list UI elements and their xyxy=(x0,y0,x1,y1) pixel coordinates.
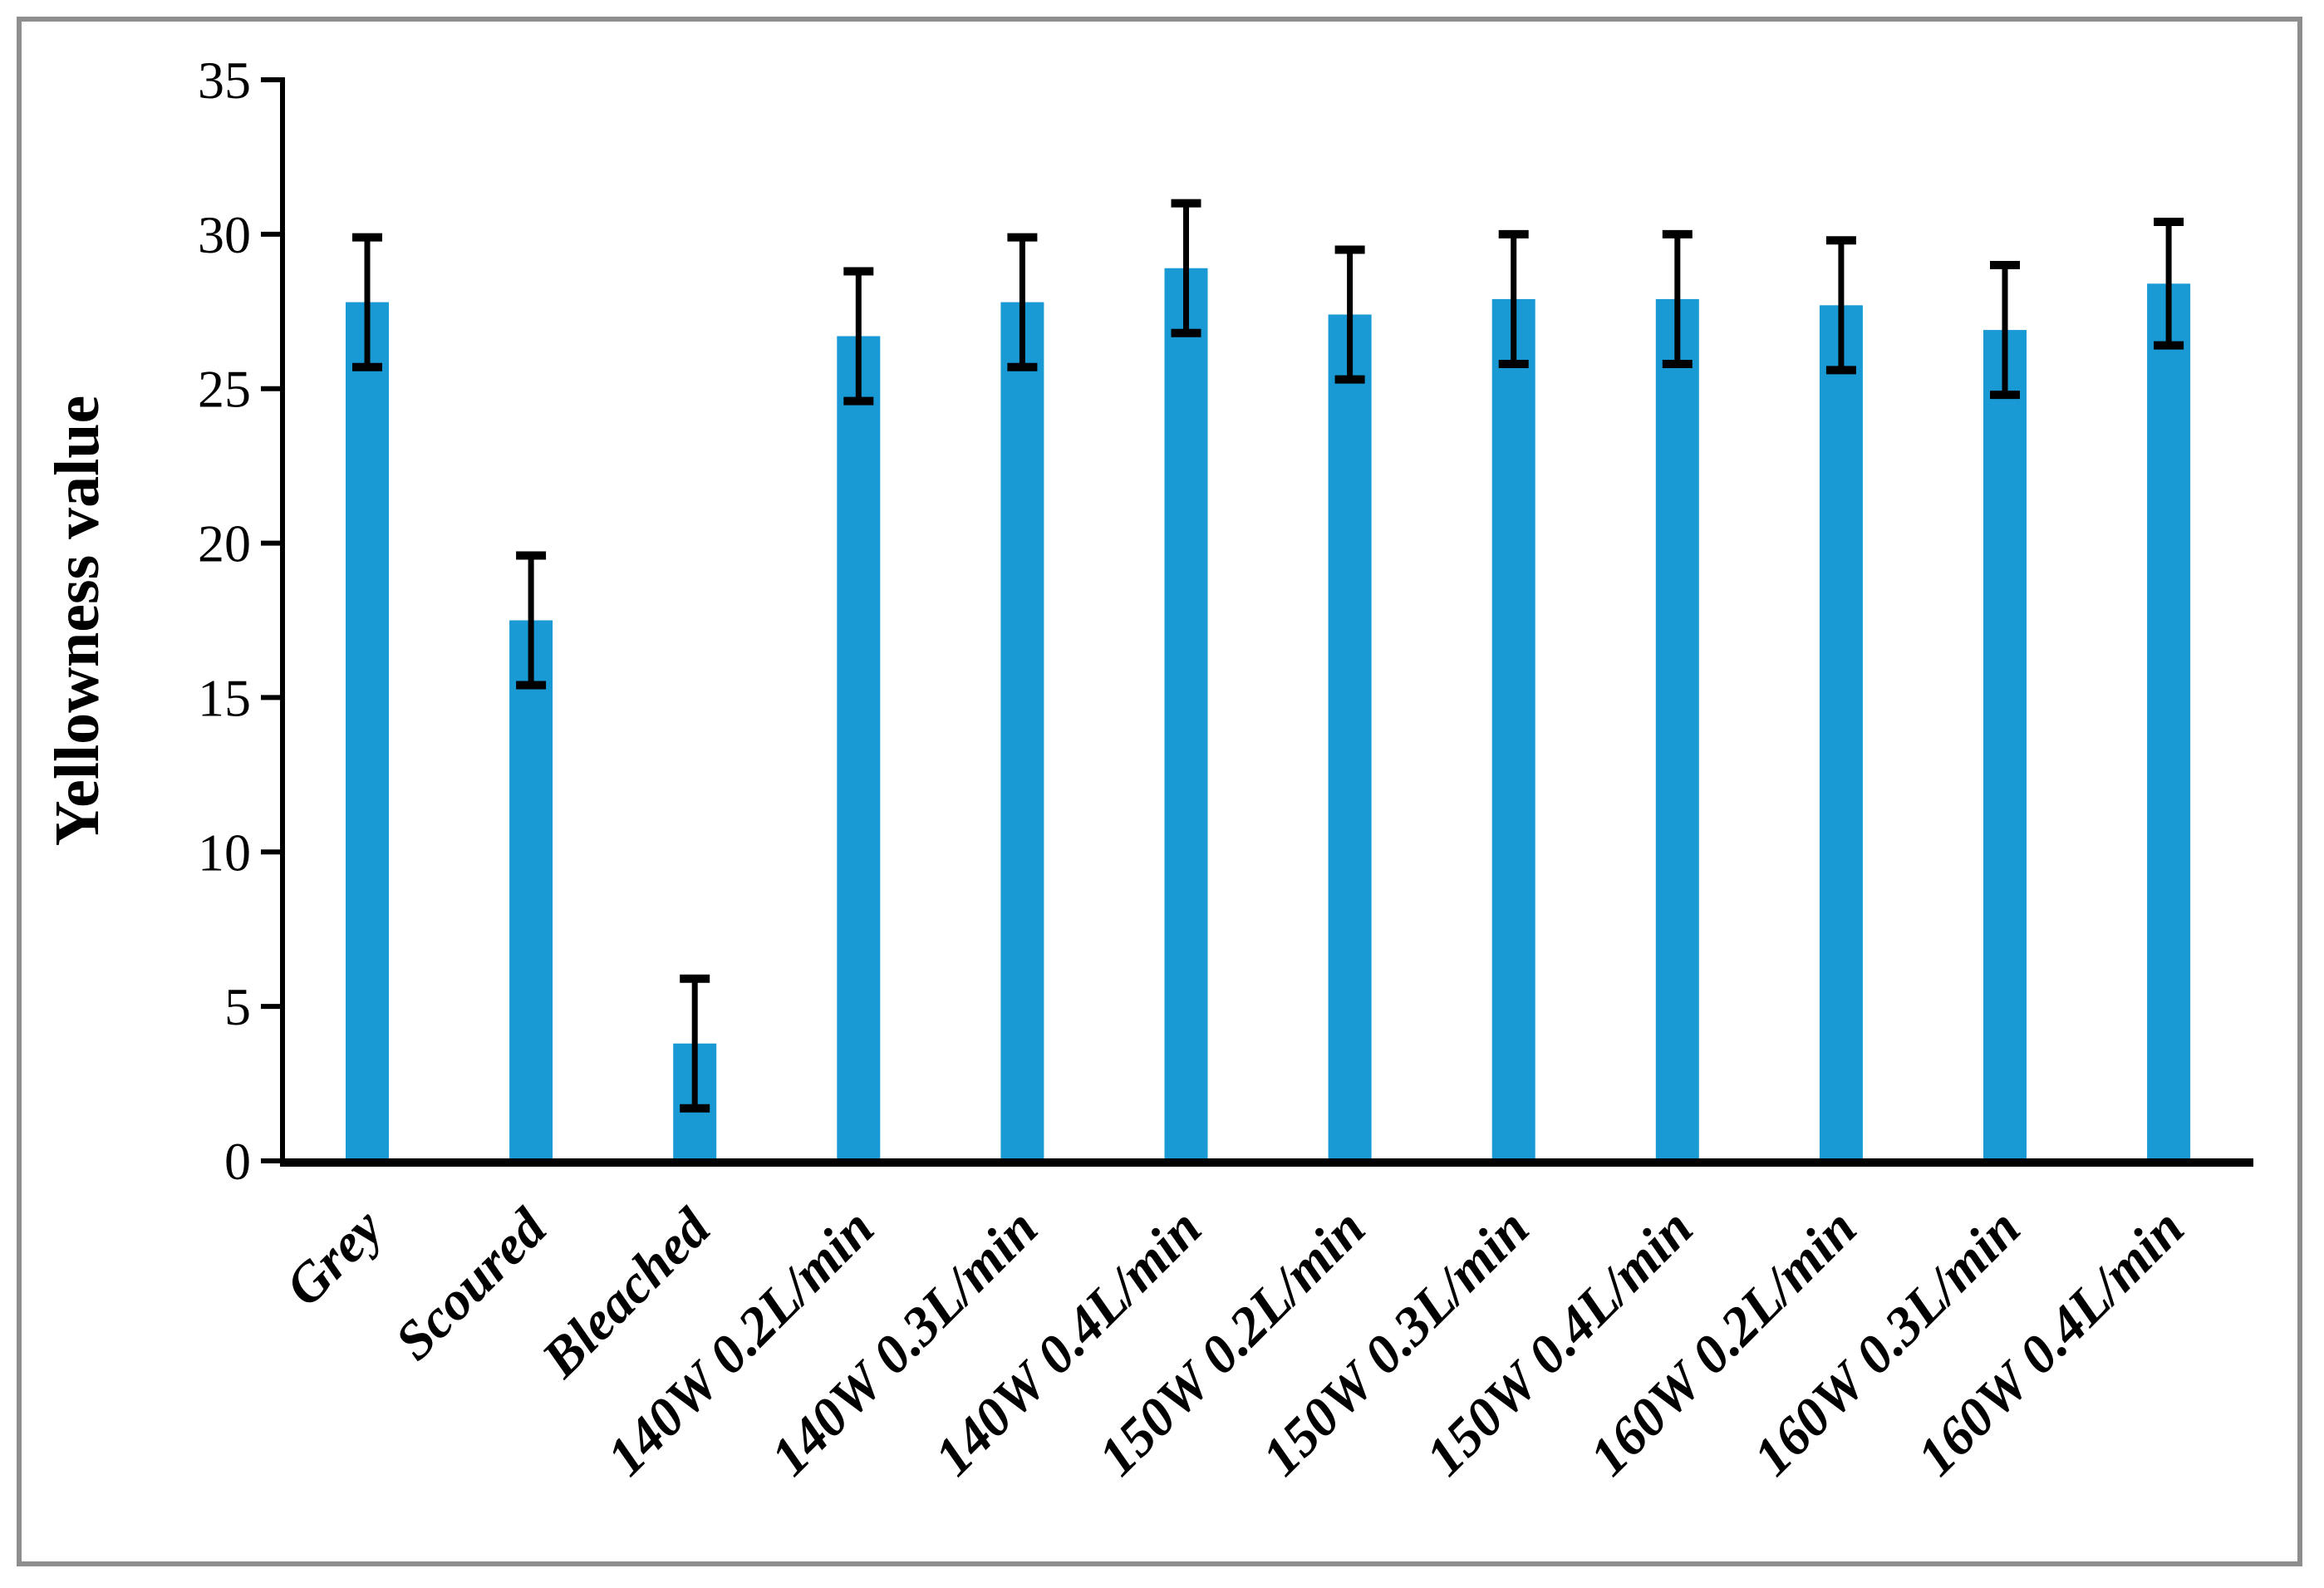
bar xyxy=(1819,305,1863,1161)
error-bar xyxy=(2154,217,2184,350)
y-tick-label: 20 xyxy=(198,514,251,573)
figure-border xyxy=(17,17,2302,1566)
bar xyxy=(1655,298,1699,1162)
y-tick-label: 0 xyxy=(224,1132,251,1191)
y-axis-title: Yellowness value xyxy=(42,396,112,847)
y-tick-label: 25 xyxy=(198,360,251,419)
bar xyxy=(1491,298,1535,1162)
error-bar xyxy=(516,551,547,690)
error-bar xyxy=(1498,229,1529,368)
x-category-label: Grey xyxy=(274,1197,395,1317)
y-tick-label: 10 xyxy=(198,823,251,882)
bar xyxy=(1983,330,2027,1161)
error-bar xyxy=(352,233,382,371)
error-bars-group xyxy=(352,199,2184,1113)
bars-group xyxy=(346,268,2191,1162)
bar xyxy=(1000,302,1044,1161)
y-tick-label: 30 xyxy=(198,205,251,264)
error-bar xyxy=(1334,245,1365,384)
error-bar xyxy=(1662,229,1693,368)
error-bar xyxy=(680,974,710,1113)
bar xyxy=(2147,283,2191,1161)
error-bar xyxy=(1171,199,1201,337)
bar xyxy=(1164,268,1208,1161)
error-bar xyxy=(1825,236,1856,375)
bar xyxy=(346,302,389,1161)
y-tick-label: 15 xyxy=(198,668,251,727)
error-bar xyxy=(1007,233,1038,371)
bar xyxy=(837,336,881,1162)
error-bar xyxy=(1990,261,2020,400)
y-tick-label: 5 xyxy=(224,977,251,1036)
y-tick-label: 35 xyxy=(198,51,251,110)
bar xyxy=(509,620,553,1161)
bar xyxy=(1328,314,1372,1161)
error-bar xyxy=(843,267,874,406)
